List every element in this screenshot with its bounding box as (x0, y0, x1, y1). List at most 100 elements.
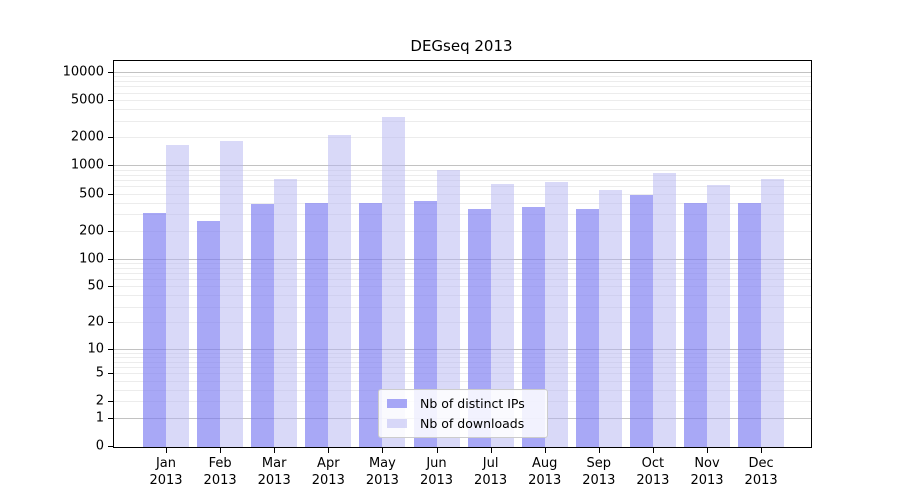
gridline-major (114, 348, 811, 350)
gridline-minor (114, 361, 811, 363)
y-tick-mark (108, 165, 113, 167)
y-tick-mark (108, 100, 113, 102)
x-tick-label-line: 2013 (582, 473, 616, 489)
bar (738, 202, 762, 447)
x-tick-label-line: 2013 (365, 473, 399, 489)
y-tick-mark (108, 401, 113, 403)
y-tick-mark (108, 322, 113, 324)
x-tick-label: Nov 2013 (671, 455, 743, 489)
y-tick-label: 5000 (70, 92, 104, 108)
x-tick-label-line: Oct (641, 456, 665, 471)
gridline-minor (114, 174, 811, 176)
gridline-minor (114, 109, 811, 111)
x-tick-label-line: 2013 (311, 473, 345, 489)
x-tick-mark (761, 448, 763, 453)
bar (197, 220, 221, 447)
bar (251, 204, 275, 447)
gridline-minor (114, 230, 811, 232)
y-tick-label: 50 (87, 278, 104, 294)
bar (413, 201, 437, 447)
gridline-minor (114, 179, 811, 181)
legend-label: Nb of downloads (420, 416, 525, 431)
bar (544, 182, 568, 447)
bar (220, 140, 244, 447)
y-tick-label: 2000 (70, 129, 104, 145)
legend-swatch (387, 419, 407, 428)
gridline-minor (114, 202, 811, 204)
x-tick-label-line: Mar (261, 456, 287, 471)
y-tick-mark (108, 137, 113, 139)
bar (575, 209, 599, 447)
x-tick-mark (382, 448, 384, 453)
legend-item: Nb of downloads (387, 416, 538, 431)
y-tick-label: 100 (79, 251, 104, 267)
x-tick-label-line: 2013 (149, 473, 183, 489)
x-tick-mark (166, 448, 167, 453)
bar (274, 178, 298, 447)
y-tick-label: 0 (95, 438, 104, 454)
x-tick-label-line: Sep (586, 456, 612, 471)
y-tick-mark (108, 258, 113, 260)
bar (143, 212, 166, 447)
bar (467, 209, 491, 447)
x-tick-label-line: Dec (748, 456, 774, 471)
x-tick-mark (328, 448, 330, 453)
gridline-minor (114, 352, 811, 354)
gridline-major (114, 258, 811, 260)
x-tick-label: Dec 2013 (725, 455, 797, 489)
bar (598, 190, 622, 447)
x-tick-label-line: Jan (155, 456, 177, 471)
x-tick-label-line: Nov (694, 456, 720, 471)
y-tick-label: 1 (95, 410, 104, 426)
bar (166, 145, 189, 447)
chart-title: DEGseq 2013 (410, 37, 513, 55)
bar (707, 184, 730, 447)
y-tick-mark (108, 417, 113, 419)
x-tick-label: Sep 2013 (563, 455, 635, 489)
x-tick-label-line: 2013 (474, 473, 508, 489)
bar (684, 203, 707, 447)
bar (305, 202, 329, 447)
x-tick-label-line: 2013 (203, 473, 237, 489)
gridline-minor (114, 76, 811, 78)
x-tick-label-line: 2013 (744, 473, 778, 489)
x-tick-mark (490, 448, 492, 453)
gridline-minor (114, 86, 811, 88)
plot-area: 10000 5000 2000 1000 500 200 100 50 20 10 5 2 1 0 Jan 2… (63, 60, 812, 488)
x-tick-label: Feb 2013 (184, 455, 256, 489)
bar (328, 135, 352, 447)
y-tick-label: 5 (95, 365, 104, 381)
bar (436, 169, 460, 447)
bar (652, 172, 676, 447)
gridline-minor (114, 366, 811, 368)
y-tick-label: 10 (87, 341, 104, 357)
x-tick-label: Jul 2013 (455, 455, 527, 489)
gridline-major (114, 71, 811, 73)
bar (359, 202, 383, 447)
gridline-minor (114, 272, 811, 274)
x-tick-mark (544, 448, 546, 453)
x-tick-mark (220, 448, 222, 453)
gridline-minor (114, 373, 811, 375)
x-tick-mark (652, 448, 654, 453)
gridline-minor (114, 306, 811, 308)
x-tick-mark (274, 448, 276, 453)
x-tick-label-line: 2013 (257, 473, 291, 489)
y-tick-mark (108, 193, 113, 195)
gridline-minor (114, 214, 811, 216)
gridline-minor (114, 279, 811, 281)
gridline-minor (114, 120, 811, 122)
x-tick-label: Jun 2013 (401, 455, 473, 489)
gridline-minor (114, 262, 811, 264)
x-tick-label-line: 2013 (636, 473, 670, 489)
y-tick-mark (108, 373, 113, 375)
bar (521, 207, 545, 447)
gridline-major (114, 165, 811, 167)
y-tick-mark (108, 230, 113, 232)
x-tick-label: Jan 2013 (130, 455, 202, 489)
x-tick-label: Oct 2013 (617, 455, 689, 489)
y-tick-mark (108, 348, 113, 350)
gridline-minor (114, 322, 811, 324)
bar (490, 183, 514, 447)
legend-item: Nb of distinct IPs (387, 396, 538, 411)
